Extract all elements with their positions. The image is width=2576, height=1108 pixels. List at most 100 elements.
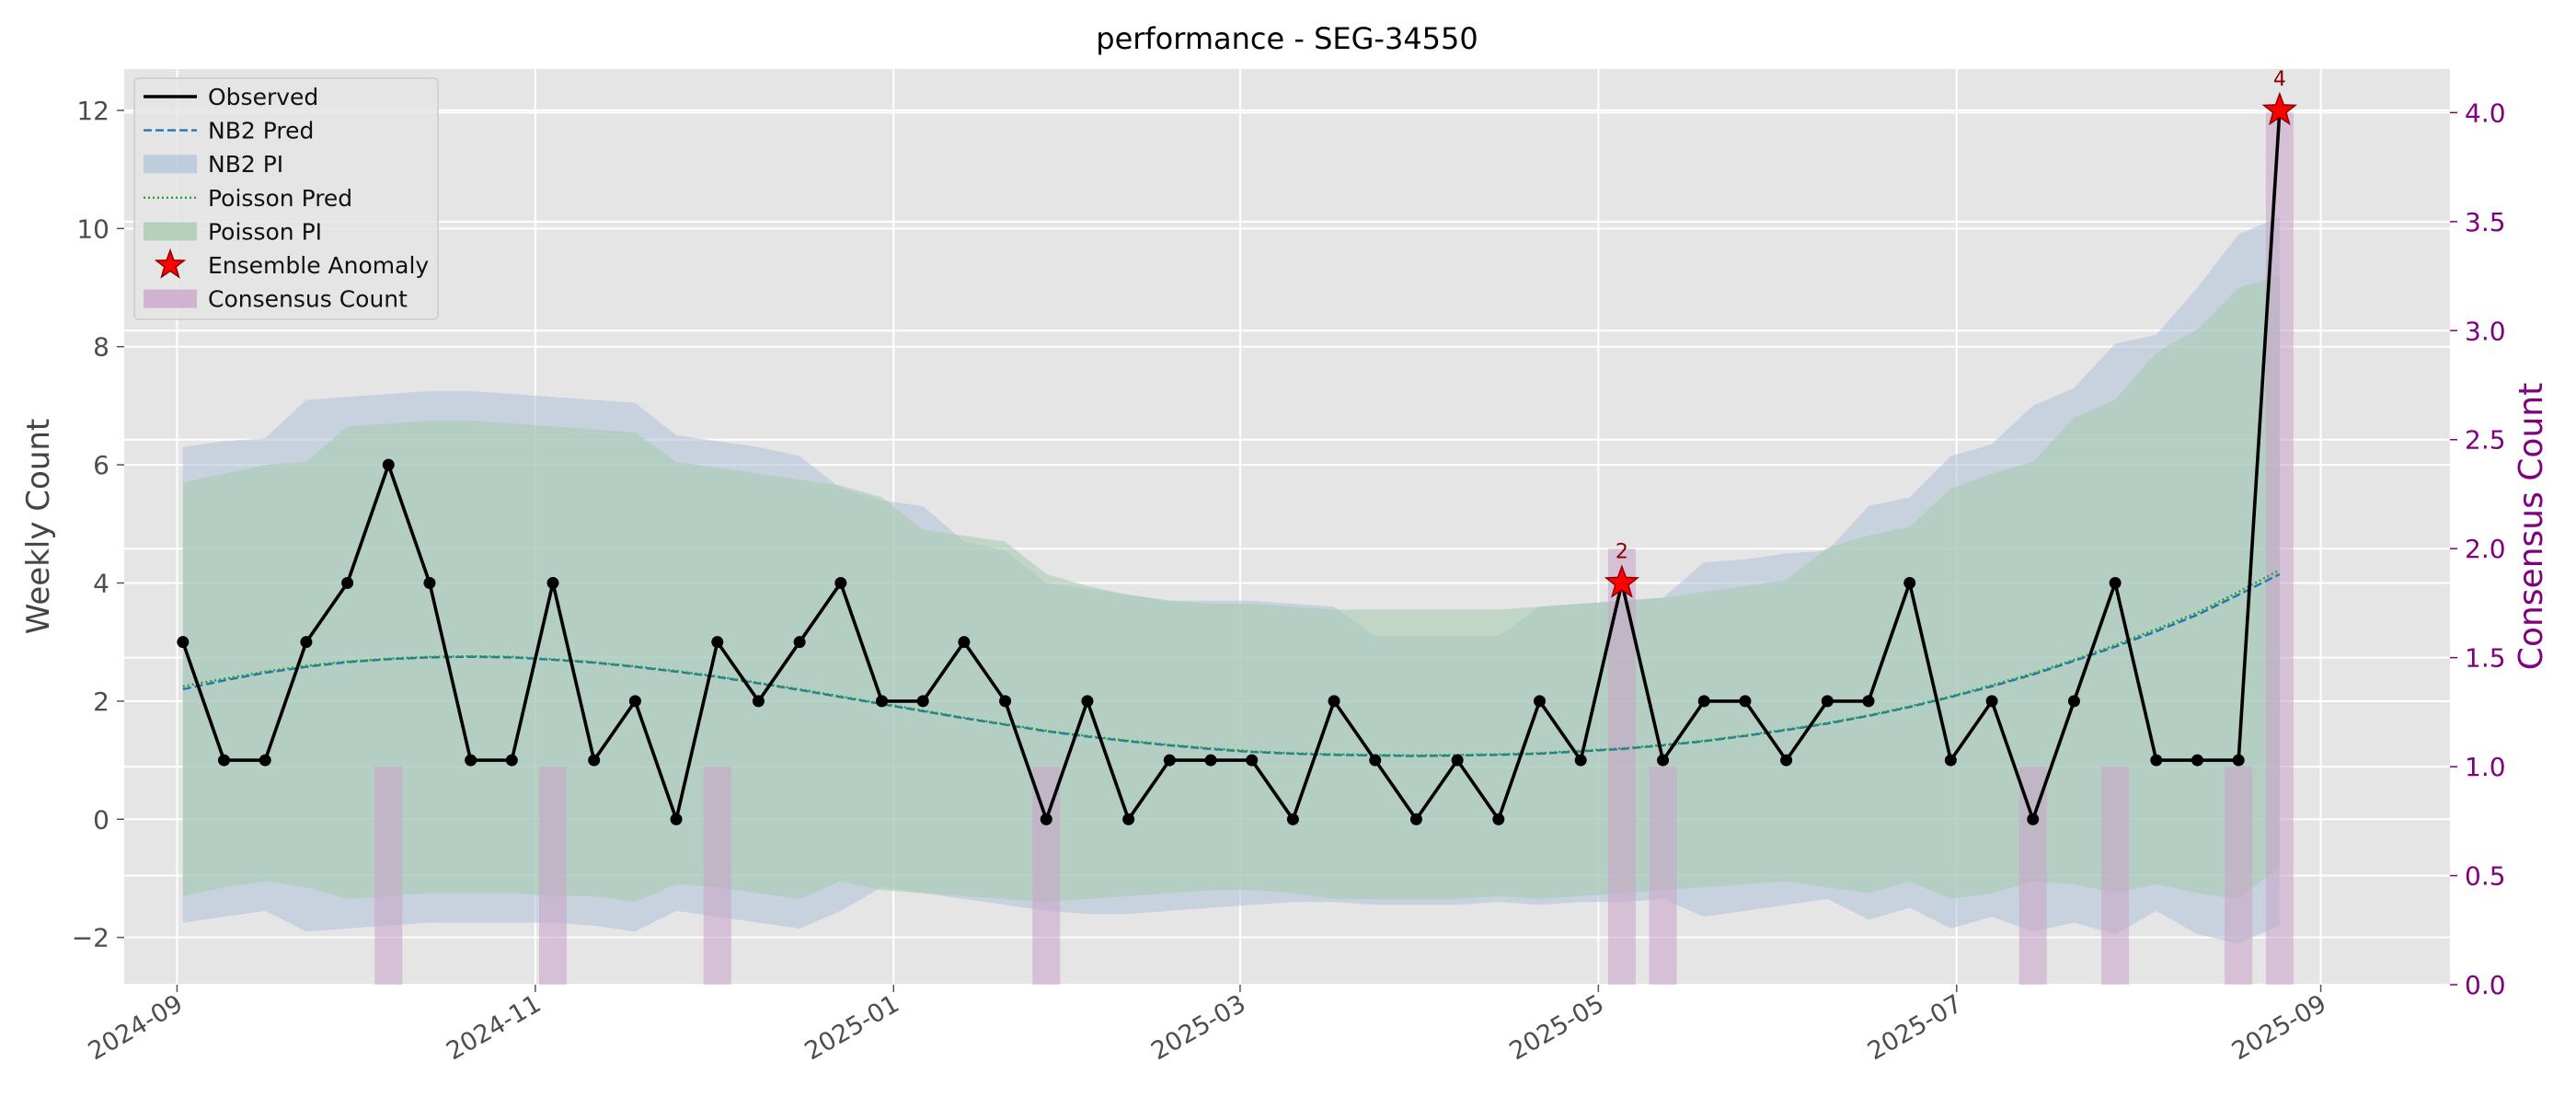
legend-swatch-nb2-pi — [144, 155, 197, 174]
y-tick-label: 12 — [76, 96, 109, 126]
observed-point — [752, 695, 765, 708]
legend-label: NB2 PI — [208, 151, 283, 178]
observed-point — [1821, 695, 1834, 708]
observed-point — [341, 576, 354, 589]
x-tick-label: 2025-03 — [1146, 989, 1250, 1066]
observed-point — [1739, 695, 1752, 708]
consensus-bar — [539, 767, 568, 985]
observed-point — [793, 636, 806, 649]
observed-point — [1204, 754, 1217, 767]
y2-tick-label: 3.5 — [2465, 207, 2506, 237]
y2-tick-label: 2.0 — [2465, 534, 2506, 564]
poisson-pi-band — [182, 275, 2280, 903]
y-tick-label: 2 — [93, 687, 109, 717]
observed-point — [546, 576, 559, 589]
legend-label: Ensemble Anomaly — [208, 252, 429, 279]
y-tick-label: 8 — [93, 332, 109, 363]
observed-point — [300, 636, 313, 649]
y2-tick-label: 4.0 — [2465, 98, 2506, 128]
legend-label: Observed — [208, 84, 318, 110]
legend-swatch-consensus — [144, 289, 197, 308]
y-tick-label: 4 — [93, 568, 109, 598]
observed-point — [1944, 754, 1957, 767]
observed-point — [2232, 754, 2245, 767]
observed-point — [834, 576, 847, 589]
consensus-bar — [1607, 548, 1636, 985]
anomaly-star — [1604, 564, 1640, 598]
y-axis-left: −2 0 2 4 6 8 10 12 — [72, 96, 124, 953]
observed-point — [382, 458, 395, 471]
x-tick-label: 2024-09 — [84, 989, 188, 1066]
observed-point — [1081, 695, 1094, 708]
observed-point — [1657, 754, 1670, 767]
consensus-bars — [374, 112, 2294, 985]
observed-point — [1780, 754, 1793, 767]
anomaly-markers: 24 — [1604, 68, 2298, 598]
legend-label: NB2 Pred — [208, 118, 314, 144]
observed-point — [1492, 813, 1505, 825]
consensus-bar — [374, 767, 403, 985]
y-tick-label: 6 — [93, 450, 109, 480]
x-tick-label: 2025-05 — [1505, 989, 1609, 1066]
observed-line — [181, 110, 2282, 825]
observed-point — [1163, 754, 1176, 767]
observed-point — [2067, 695, 2080, 708]
observed-point — [1451, 754, 1464, 767]
observed-point — [177, 636, 190, 649]
prediction-intervals — [182, 216, 2280, 944]
observed-point — [916, 695, 929, 708]
legend-label: Poisson Pred — [208, 185, 352, 212]
y-axis-right: 0.0 0.5 1.0 1.5 2.0 2.5 3.0 3.5 4.0 — [2450, 98, 2506, 1000]
y2-axis-label: Consensus Count — [2513, 383, 2550, 670]
y2-tick-label: 1.5 — [2465, 643, 2506, 674]
observed-point — [465, 754, 477, 767]
observed-point — [2027, 813, 2040, 825]
observed-point — [218, 754, 231, 767]
legend-swatch-poisson-pi — [144, 222, 197, 241]
anomaly-label: 4 — [2273, 68, 2286, 91]
anomaly-label: 2 — [1616, 540, 1628, 563]
observed-point — [670, 813, 683, 825]
x-axis: 2024-09 2024-11 2025-01 2025-03 2025-05 2025-… — [84, 985, 2331, 1066]
observed-point — [1409, 813, 1422, 825]
x-tick-label: 2025-01 — [800, 989, 904, 1066]
legend-label: Consensus Count — [208, 286, 408, 313]
observed-point — [1122, 813, 1135, 825]
observed-point — [1697, 695, 1710, 708]
x-tick-label: 2024-11 — [442, 989, 546, 1066]
nb2-pred-line — [182, 572, 2281, 757]
observed-point — [1903, 576, 1916, 589]
x-tick-label: 2025-09 — [2227, 989, 2331, 1066]
observed-point — [1286, 813, 1299, 825]
y2-tick-label: 1.0 — [2465, 752, 2506, 782]
x-tick-label: 2025-07 — [1863, 989, 1967, 1066]
y-axis-label: Weekly Count — [20, 419, 57, 635]
y-tick-label: 0 — [93, 804, 109, 835]
y-tick-label: 10 — [76, 214, 109, 244]
consensus-bar — [1032, 767, 1061, 985]
observed-point — [2191, 754, 2203, 767]
observed-point — [1246, 754, 1259, 767]
observed-point — [999, 695, 1012, 708]
y2-tick-label: 2.5 — [2465, 425, 2506, 456]
observed-point — [2109, 576, 2122, 589]
observed-point — [588, 754, 601, 767]
consensus-bar — [2101, 767, 2130, 985]
observed-point — [423, 576, 436, 589]
series-lines — [181, 110, 2282, 825]
y2-tick-label: 0.0 — [2465, 970, 2506, 1000]
chart-title: performance - SEG-34550 — [1096, 21, 1478, 56]
observed-point — [1985, 695, 1998, 708]
consensus-bar — [1649, 767, 1677, 985]
observed-point — [1369, 754, 1382, 767]
observed-point — [711, 636, 724, 649]
consensus-bar — [2225, 767, 2253, 985]
consensus-bar — [2018, 767, 2047, 985]
y2-tick-label: 0.5 — [2465, 861, 2506, 892]
observed-point — [958, 636, 971, 649]
legend-box — [133, 77, 439, 320]
observed-point — [259, 754, 271, 767]
observed-point — [1574, 754, 1587, 767]
